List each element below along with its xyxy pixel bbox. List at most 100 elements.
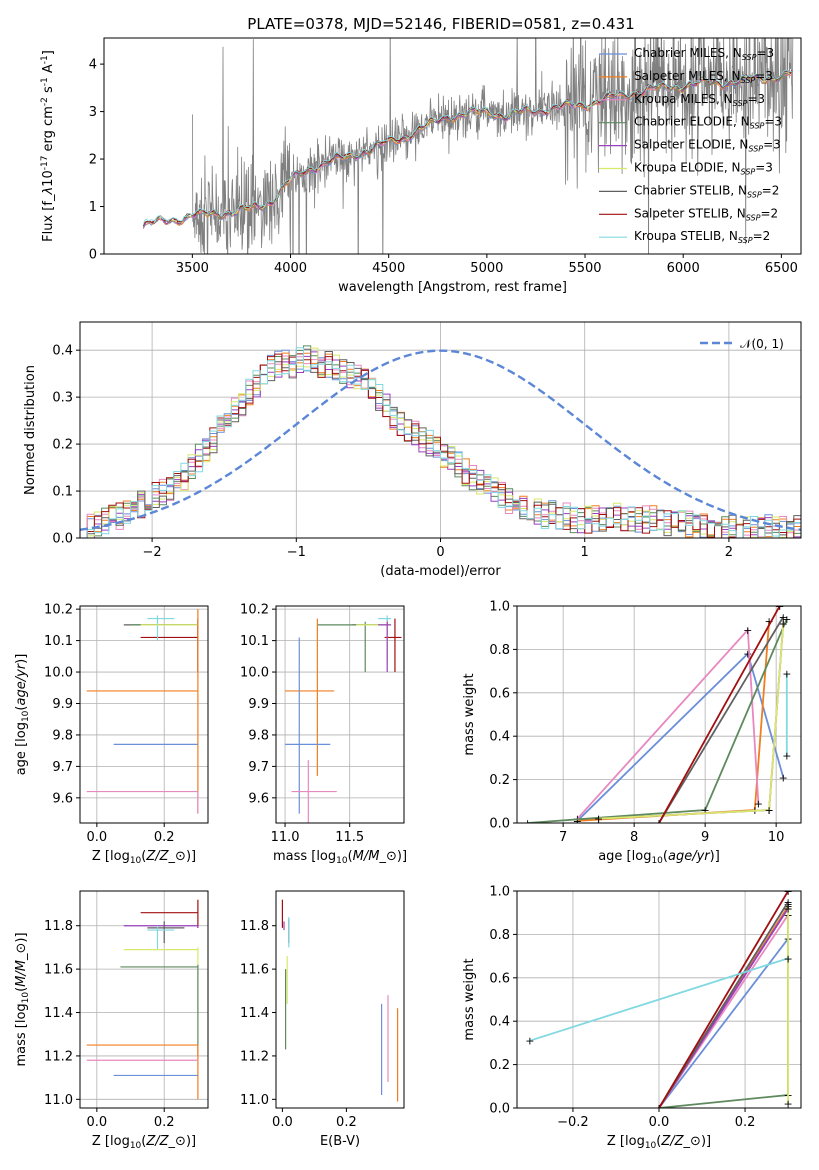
y-tick-label: 11.6 (44, 963, 73, 978)
weight-marker: + (783, 902, 792, 915)
y-tick-label: 1.0 (489, 600, 510, 615)
x-axis-label: (data-model)/error (380, 564, 501, 579)
y-tick-label: 11.4 (44, 1006, 73, 1021)
y-tick-label: 11.0 (240, 1093, 269, 1108)
y-tick-label: 0.0 (489, 817, 510, 832)
weight-marker: + (701, 804, 710, 817)
y-tick-label: 0.6 (489, 686, 510, 701)
weight-marker: + (779, 771, 788, 784)
errorbar-point (140, 899, 199, 928)
x-tick-label: 1 (581, 545, 589, 560)
weight-marker: + (523, 817, 532, 830)
x-tick-label: 6000 (667, 261, 700, 276)
weight-marker: + (743, 648, 752, 661)
x-axis-label: Z [log10(Z/Z_⊙)] (92, 1134, 196, 1151)
weight-marker: + (783, 1098, 792, 1111)
weight-marker: + (779, 617, 788, 630)
errorbar-point (147, 921, 185, 944)
y-axis-label: Flux [f_λ10-17 erg cm-2 s-1 A-1] (40, 50, 56, 242)
legend-label: Salpeter MILES, NSSP=3 (634, 69, 773, 85)
weight-marker: + (775, 600, 784, 613)
x-tick-label: 3500 (176, 261, 209, 276)
x-axis-label: wavelength [Angstrom, rest frame] (338, 280, 567, 295)
weight-marker: + (783, 885, 792, 898)
errorbar-point (291, 760, 337, 823)
weight-marker: + (782, 613, 791, 626)
chart-residuals: −2 −1 0 1 2 0.0 0.1 0.2 0.3 0.4 (data-model)/error… (23, 321, 802, 579)
errorbar-point (123, 621, 199, 673)
x-tick-label: 0.0 (649, 1115, 670, 1130)
x-tick-label: 0.0 (272, 1115, 293, 1130)
x-tick-label: 0.0 (86, 1115, 107, 1130)
weight-marker: + (654, 1102, 663, 1115)
y-tick-label: 0.4 (52, 344, 73, 359)
legend-label: Kroupa MILES, NSSP=3 (634, 92, 765, 108)
weight-marker: + (783, 952, 792, 965)
legend-label: Kroupa ELODIE, NSSP=3 (634, 161, 773, 177)
y-tick-label: 10.2 (240, 603, 269, 618)
y-tick-label: 0.8 (489, 643, 510, 658)
legend-label: Kroupa STELIB, NSSP=2 (634, 229, 770, 245)
legend-label: Salpeter STELIB, NSSP=2 (634, 206, 778, 222)
spectrum-legend: Chabrier MILES, NSSP=3 Salpeter MILES, NS… (599, 46, 782, 245)
axes-frame (79, 605, 209, 824)
y-tick-label: 11.6 (240, 963, 269, 978)
weight-marker: + (573, 813, 582, 826)
observed-spectrum-line (192, 38, 794, 254)
y-tick-label: 9.9 (248, 697, 269, 712)
y-tick-label: 1.0 (489, 885, 510, 900)
y-axis-label: mass weight (462, 673, 477, 755)
x-tick-label: 5000 (470, 261, 503, 276)
y-tick-label: 4 (89, 58, 97, 73)
chart-age-vs-Z: 0.0 0.2 9.6 9.7 9.8 9.9 10.0 10.1 10.2 Z [log10(Z… (14, 603, 209, 866)
x-tick-label: 11.0 (271, 830, 300, 845)
errorbar-point (285, 618, 335, 776)
plot-area (80, 345, 801, 538)
weight-line-2 (576, 627, 760, 820)
x-tick-label: 0 (436, 545, 444, 560)
chart-mass-vs-Z: 0.0 0.2 11.0 11.2 11.4 11.6 11.8 Z [log10(Z/Z_⊙… (14, 890, 209, 1151)
legend-label: Chabrier ELODIE, NSSP=3 (634, 115, 782, 131)
y-axis-label: age [log10(age/yr)] (14, 654, 31, 776)
weight-marker: + (654, 1102, 663, 1115)
x-axis-label: Z [log10(Z/Z_⊙)] (92, 849, 196, 866)
weight-marker: + (764, 615, 773, 628)
errorbar-point (86, 609, 199, 814)
plot-area (142, 38, 794, 254)
weight-marker: + (654, 1102, 663, 1115)
x-tick-label: 5500 (568, 261, 601, 276)
y-tick-label: 0.8 (489, 928, 510, 943)
weight-line-5 (598, 623, 785, 820)
y-tick-label: 3 (89, 105, 97, 120)
y-tick-label: 0.3 (52, 391, 73, 406)
y-tick-label: 10.0 (240, 666, 269, 681)
histogram-step-1 (80, 352, 801, 538)
y-tick-label: 0 (89, 248, 97, 263)
weight-marker: + (525, 1035, 534, 1048)
y-tick-label: 0.2 (489, 1058, 510, 1073)
errorbar-point (356, 621, 392, 663)
y-tick-label: 0.0 (489, 1102, 510, 1117)
errorbar-point (123, 925, 199, 928)
errorbar-point (86, 1044, 199, 1100)
errorbar-point (378, 615, 392, 625)
y-tick-label: 11.8 (44, 919, 73, 934)
y-tick-label: 10.1 (44, 634, 73, 649)
weight-line-7 (658, 891, 789, 1108)
weight-marker: + (654, 1102, 663, 1115)
y-tick-label: 9.8 (52, 728, 73, 743)
x-axis-label: mass [log10(M/M_⊙)] (273, 849, 407, 866)
errorbar-point (317, 621, 379, 673)
y-axis-label: mass [log10(M/M_⊙)] (14, 932, 31, 1066)
x-tick-label: 0.2 (154, 830, 175, 845)
weight-marker: + (783, 896, 792, 909)
plot-area: +++++++++++++++++++ (525, 885, 793, 1115)
weight-marker: + (779, 611, 788, 624)
y-tick-label: 9.6 (248, 791, 269, 806)
weight-marker: + (754, 797, 763, 810)
weight-marker: + (783, 898, 792, 911)
errorbar-point (147, 925, 175, 950)
chart-massweight-vs-Z: −0.2 0.0 0.20.00.20.40.60.81.0++++++++++++… (462, 885, 802, 1151)
plot-area (86, 899, 199, 1100)
